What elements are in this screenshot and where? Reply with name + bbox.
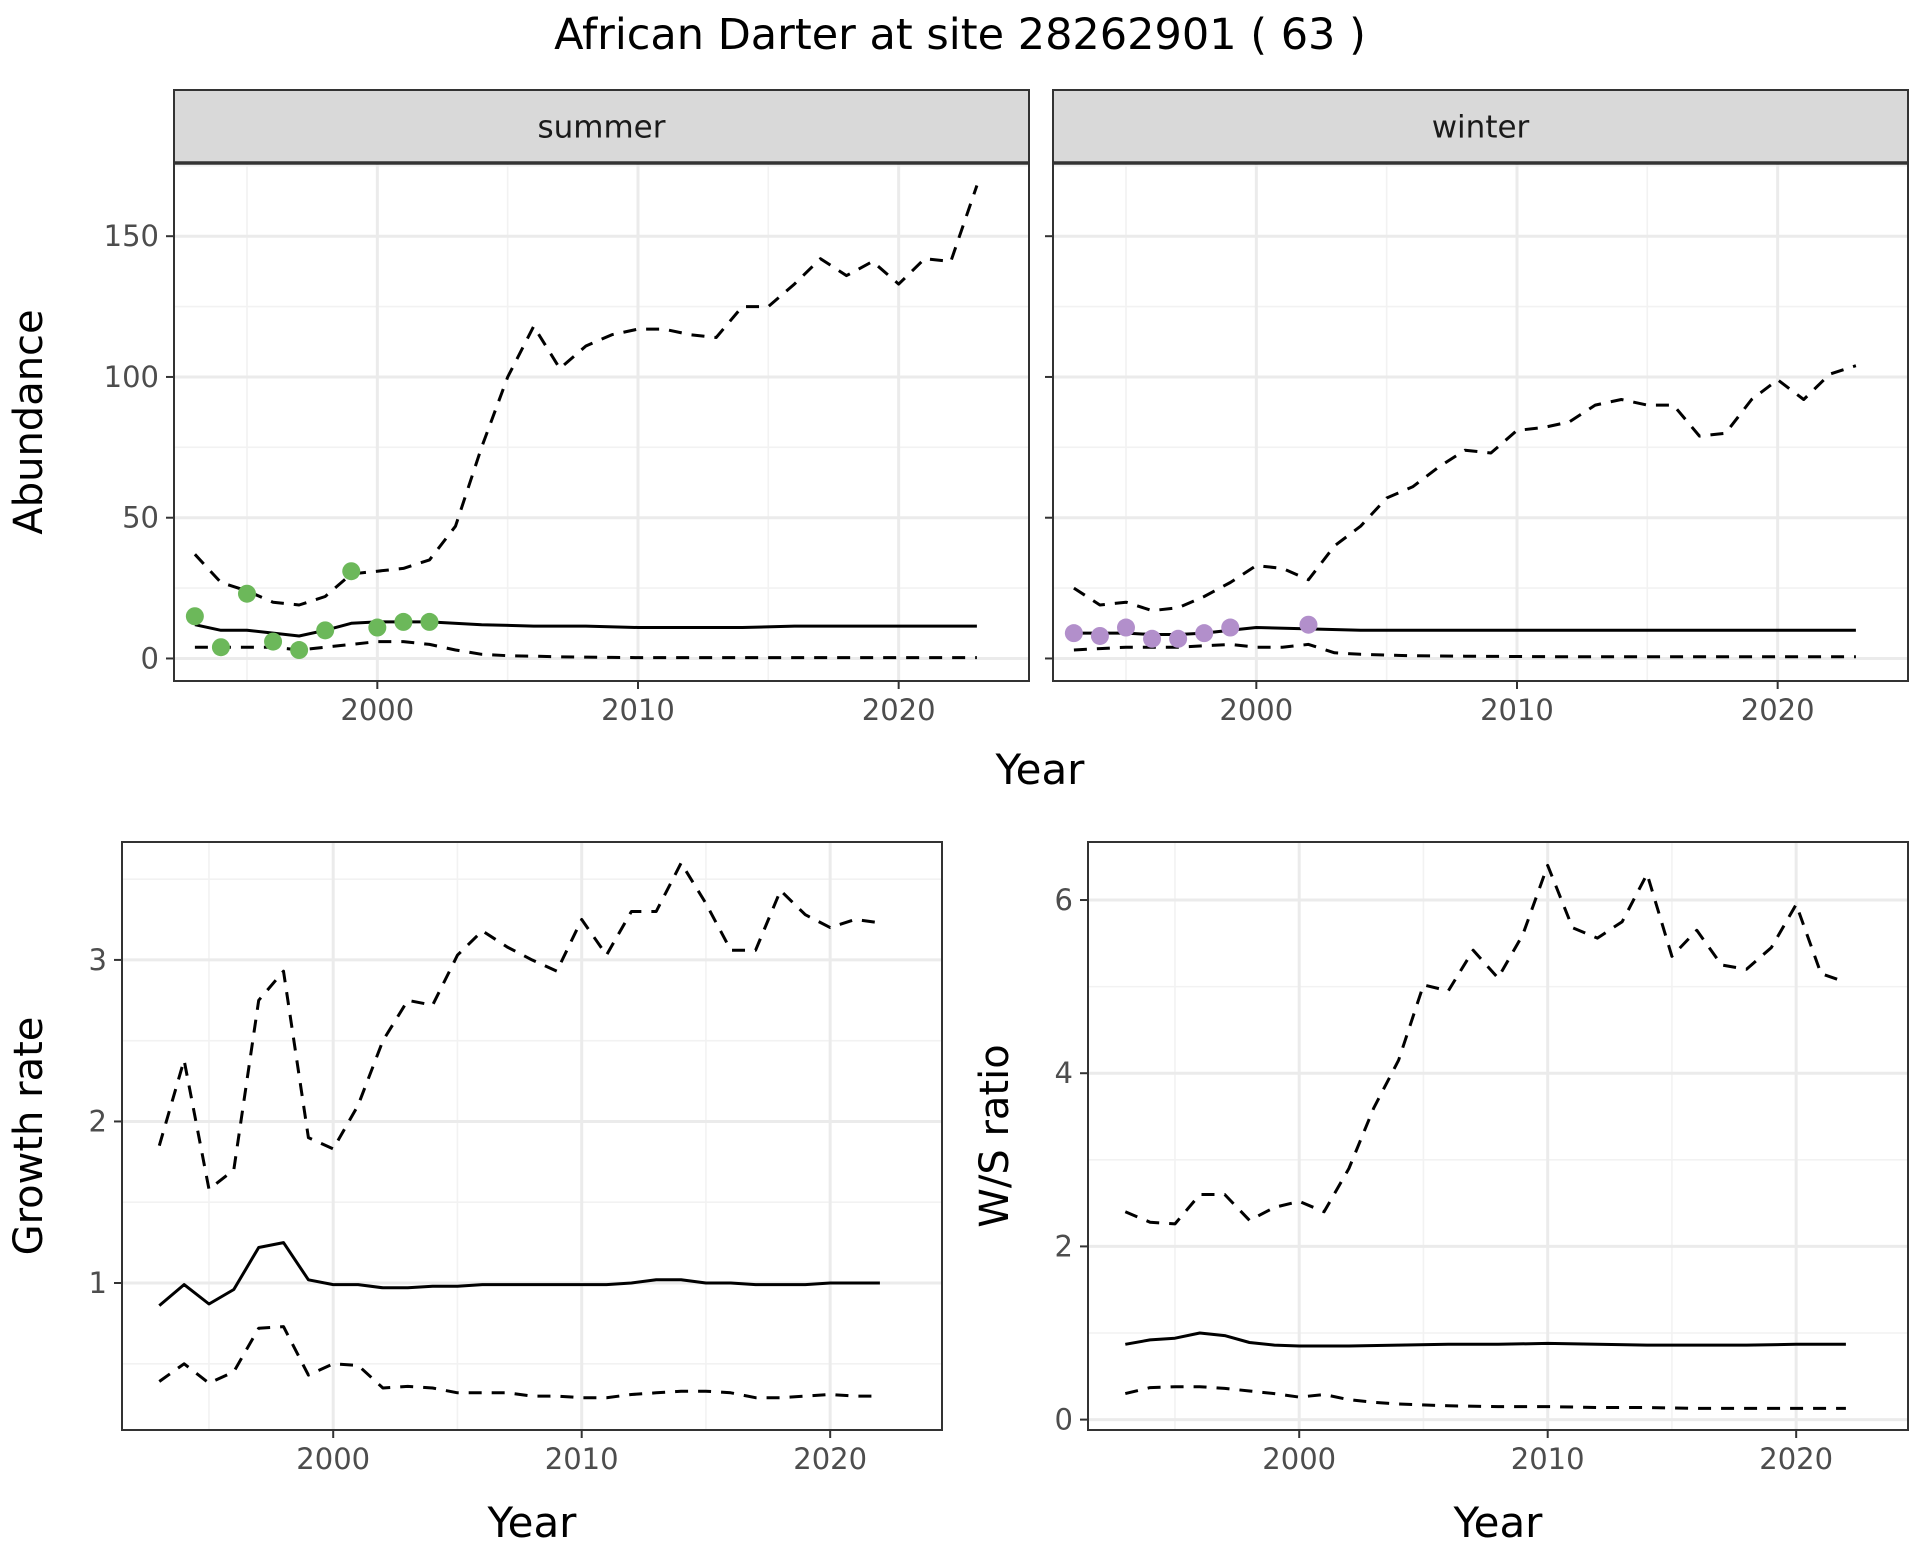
y-tick-label: 100 — [104, 360, 159, 394]
series-upper-line — [1124, 863, 1847, 1226]
series-upper-line — [157, 861, 881, 1191]
grid — [174, 163, 1029, 681]
x-tick-label: 2020 — [1741, 693, 1815, 727]
y-tick-label: 0 — [141, 641, 159, 675]
data-point — [1221, 618, 1240, 637]
facet-strip-label: winter — [1432, 110, 1530, 146]
series-lower-line — [194, 640, 977, 660]
x-tick-label: 2010 — [601, 693, 675, 727]
x-tick-label: 2020 — [862, 693, 936, 727]
y-tick-label: 6 — [1055, 883, 1073, 917]
chart-title: African Darter at site 28262901 ( 63 ) — [554, 10, 1366, 60]
x-tick-label: 2010 — [545, 1442, 619, 1476]
y-tick-label: 50 — [122, 501, 159, 535]
y-axis-title: Growth rate — [6, 1017, 52, 1256]
x-tick-label: 2000 — [1219, 693, 1293, 727]
y-tick-label: 2 — [1055, 1229, 1073, 1263]
data-point — [237, 584, 256, 603]
y-tick-label: 3 — [89, 943, 107, 977]
grid — [1088, 842, 1908, 1430]
data-point — [1064, 624, 1083, 643]
data-point — [1169, 629, 1188, 648]
grid — [1053, 163, 1908, 681]
y-tick-label: 2 — [89, 1104, 107, 1138]
x-tick-label: 2010 — [1480, 693, 1554, 727]
y-axis-title: W/S ratio — [972, 1044, 1018, 1227]
data-point — [420, 612, 439, 631]
x-tick-label: 2000 — [340, 693, 414, 727]
x-tick-label: 2010 — [1511, 1442, 1585, 1476]
x-tick-label: 2000 — [296, 1442, 370, 1476]
data-point — [1195, 624, 1214, 643]
series-lower-line — [158, 1325, 880, 1400]
data-point — [1090, 626, 1109, 645]
facet-strip-label: summer — [537, 110, 665, 146]
y-tick-label: 4 — [1055, 1056, 1073, 1090]
data-point — [394, 612, 413, 631]
series-upper-line — [193, 185, 979, 607]
panel-growth: 2000 2010 2020 1 2 3 Growth rate Year — [6, 841, 943, 1547]
x-tick-label: 2000 — [1262, 1442, 1336, 1476]
panel-border — [121, 841, 943, 1431]
data-point — [316, 621, 335, 640]
panel-winter: winter 2000 2010 2020 — [1045, 89, 1909, 727]
series-estimate-line — [158, 1241, 880, 1307]
y-tick-label: 1 — [89, 1266, 107, 1300]
series-estimate-line — [1125, 1331, 1846, 1348]
series-lower-line — [1124, 1385, 1846, 1410]
data-point — [185, 607, 204, 626]
panel-ratio: 2000 2010 2020 0 2 4 6 W/S ratio Year — [972, 841, 1909, 1547]
x-axis-title: Year — [1453, 1498, 1544, 1547]
x-axis-title-top: Year — [995, 745, 1086, 794]
data-point — [211, 638, 230, 657]
x-axis-title: Year — [487, 1498, 578, 1547]
series-lower-line — [1073, 642, 1856, 659]
data-point — [342, 562, 361, 581]
x-tick-label: 2020 — [793, 1442, 867, 1476]
data-point — [1116, 618, 1135, 637]
panel-summer: summer 2000 2010 2020 0 50 100 150 Abundance — [6, 89, 1030, 727]
series-estimate-line — [194, 620, 977, 638]
y-axis-title: Abundance — [6, 309, 52, 534]
data-point — [264, 632, 283, 651]
data-point — [1299, 615, 1318, 634]
grid — [122, 842, 942, 1430]
series-upper-line — [1073, 364, 1857, 613]
panel-border — [1052, 162, 1909, 682]
facet-strip — [1052, 89, 1909, 164]
y-tick-label: 150 — [104, 219, 159, 253]
data-point — [1143, 629, 1162, 648]
data-point — [290, 641, 309, 660]
x-tick-label: 2020 — [1759, 1442, 1833, 1476]
data-point — [368, 618, 387, 637]
y-tick-label: 0 — [1055, 1403, 1073, 1437]
panel-border — [1087, 841, 1909, 1431]
series-estimate-line — [1073, 626, 1856, 636]
